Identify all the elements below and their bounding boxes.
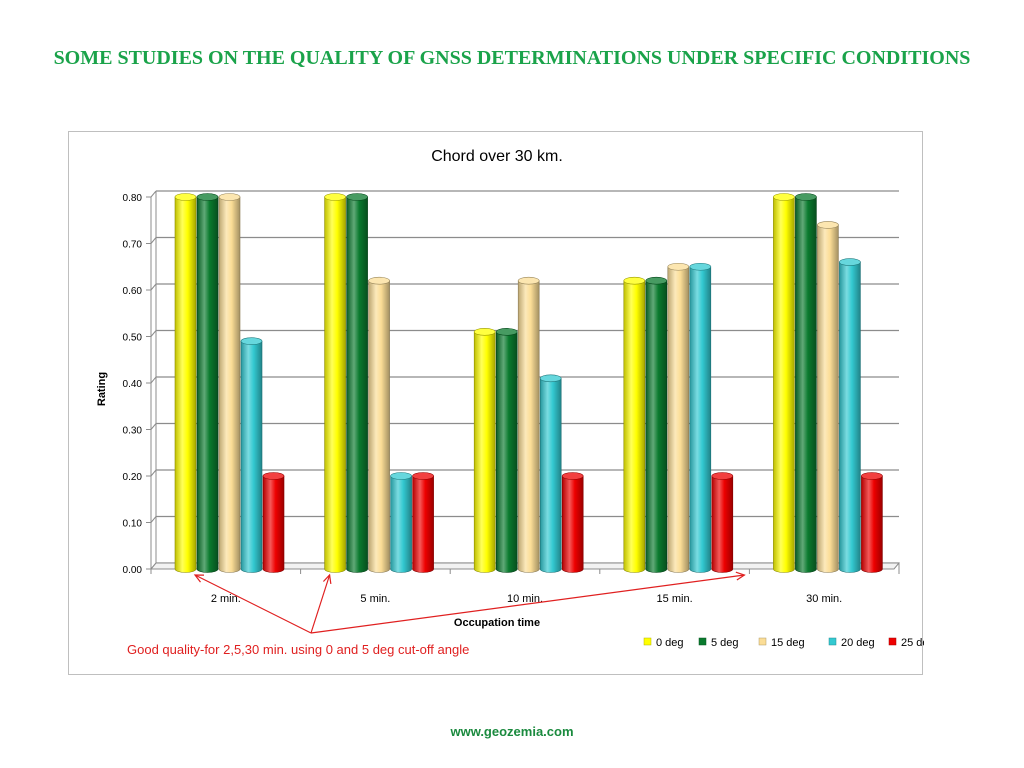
legend-swatch (643, 637, 652, 646)
x-tick-label: 5 min. (360, 593, 390, 605)
gridline-side (150, 330, 157, 337)
bar (262, 475, 285, 573)
bar (218, 196, 241, 573)
bar-top (623, 276, 646, 285)
legend-swatch (888, 637, 897, 646)
y-tick-label: 0.10 (123, 519, 143, 530)
bar (861, 475, 883, 573)
y-tick-label: 0.50 (123, 333, 143, 344)
bar (196, 196, 219, 573)
x-tick-label: 2 min. (211, 593, 241, 605)
bar-top (689, 262, 712, 271)
bar-top (861, 472, 883, 480)
gridline-side (150, 190, 157, 198)
bar-top (817, 221, 839, 229)
annotation-arrowhead (322, 573, 332, 584)
bar (240, 340, 263, 573)
bar (539, 378, 562, 573)
x-axis-title: Occupation time (454, 617, 540, 629)
bar-top (667, 262, 690, 271)
bar (817, 224, 839, 573)
bar-top (495, 328, 518, 336)
x-tick-label: 30 min. (806, 593, 842, 605)
bar (645, 280, 668, 573)
annotation-arrow (194, 574, 312, 634)
bar (667, 266, 690, 573)
bar (346, 196, 368, 573)
bar (324, 196, 346, 573)
bar-top (561, 472, 584, 480)
bar-top (473, 328, 496, 336)
legend-swatch (828, 637, 837, 646)
legend-swatch (698, 637, 707, 646)
bar (174, 196, 197, 573)
bar (795, 196, 817, 573)
gridline-side (150, 283, 157, 291)
gridline-side (150, 237, 157, 244)
bar (390, 475, 412, 573)
gridline-side (150, 376, 157, 384)
slide-title: SOME STUDIES ON THE QUALITY OF GNSS DETE… (53, 47, 971, 69)
bar (623, 280, 646, 573)
legend-label: 20 deg (841, 637, 875, 649)
annotation-arrowhead (735, 571, 746, 581)
annotation-arrow (310, 574, 745, 634)
bar (495, 331, 518, 573)
annotation-arrowhead (193, 574, 205, 583)
bar (368, 280, 390, 573)
footer-url: www.geozemia.com (450, 724, 574, 739)
bar-top (324, 193, 346, 201)
bar (473, 331, 496, 573)
y-tick-label: 0.60 (123, 286, 143, 297)
bar-top (839, 258, 861, 266)
bar-chart: Chord over 30 km. 0.00 0.10 0.20 0.30 0.40 0.5… (96, 148, 924, 657)
annotation-arrow (310, 574, 331, 634)
legend-label: 0 deg (656, 637, 684, 649)
bar-top (174, 193, 197, 201)
bar-top (795, 193, 817, 201)
legend-label: 15 deg (771, 637, 805, 649)
bar-top (218, 193, 241, 201)
y-tick-label: 0.00 (123, 565, 143, 576)
legend-label: 5 deg (711, 637, 739, 649)
legend-swatch (758, 637, 767, 646)
bar-top (390, 472, 412, 480)
bar-top (346, 193, 368, 201)
gridline-side (150, 469, 157, 477)
x-tick-label: 10 min. (507, 593, 543, 605)
y-tick-label: 0.70 (123, 240, 143, 251)
x-tick-label: 15 min. (657, 593, 693, 605)
y-tick-label: 0.40 (123, 379, 143, 390)
bar-top (368, 276, 390, 285)
legend-label: 25 deg (901, 637, 924, 649)
y-axis-title: Rating (96, 372, 108, 406)
y-tick-label: 0.20 (123, 472, 143, 483)
bar (517, 280, 540, 573)
bar-top (412, 472, 434, 480)
bar (839, 261, 861, 573)
chart-frame: Chord over 30 km. 0.00 0.10 0.20 0.30 0.40 0.5… (68, 131, 924, 675)
bar (561, 475, 584, 573)
y-tick-label: 0.80 (123, 193, 143, 204)
gridline-side (150, 423, 157, 430)
bar-top (240, 337, 263, 345)
bar-top (539, 374, 562, 383)
bar (773, 196, 795, 573)
bar-top (196, 193, 219, 201)
bar-top (773, 193, 795, 201)
annotation-text: Good quality-for 2,5,30 min. using 0 and… (127, 642, 469, 657)
bar-top (645, 276, 668, 285)
bar-top (262, 472, 285, 480)
bar (689, 266, 712, 573)
gridline-side (150, 516, 157, 523)
bar-top (711, 472, 734, 480)
bar (412, 475, 434, 573)
bar-top (517, 276, 540, 285)
bar (711, 475, 734, 573)
y-tick-label: 0.30 (123, 426, 143, 437)
chart-title: Chord over 30 km. (431, 148, 563, 165)
